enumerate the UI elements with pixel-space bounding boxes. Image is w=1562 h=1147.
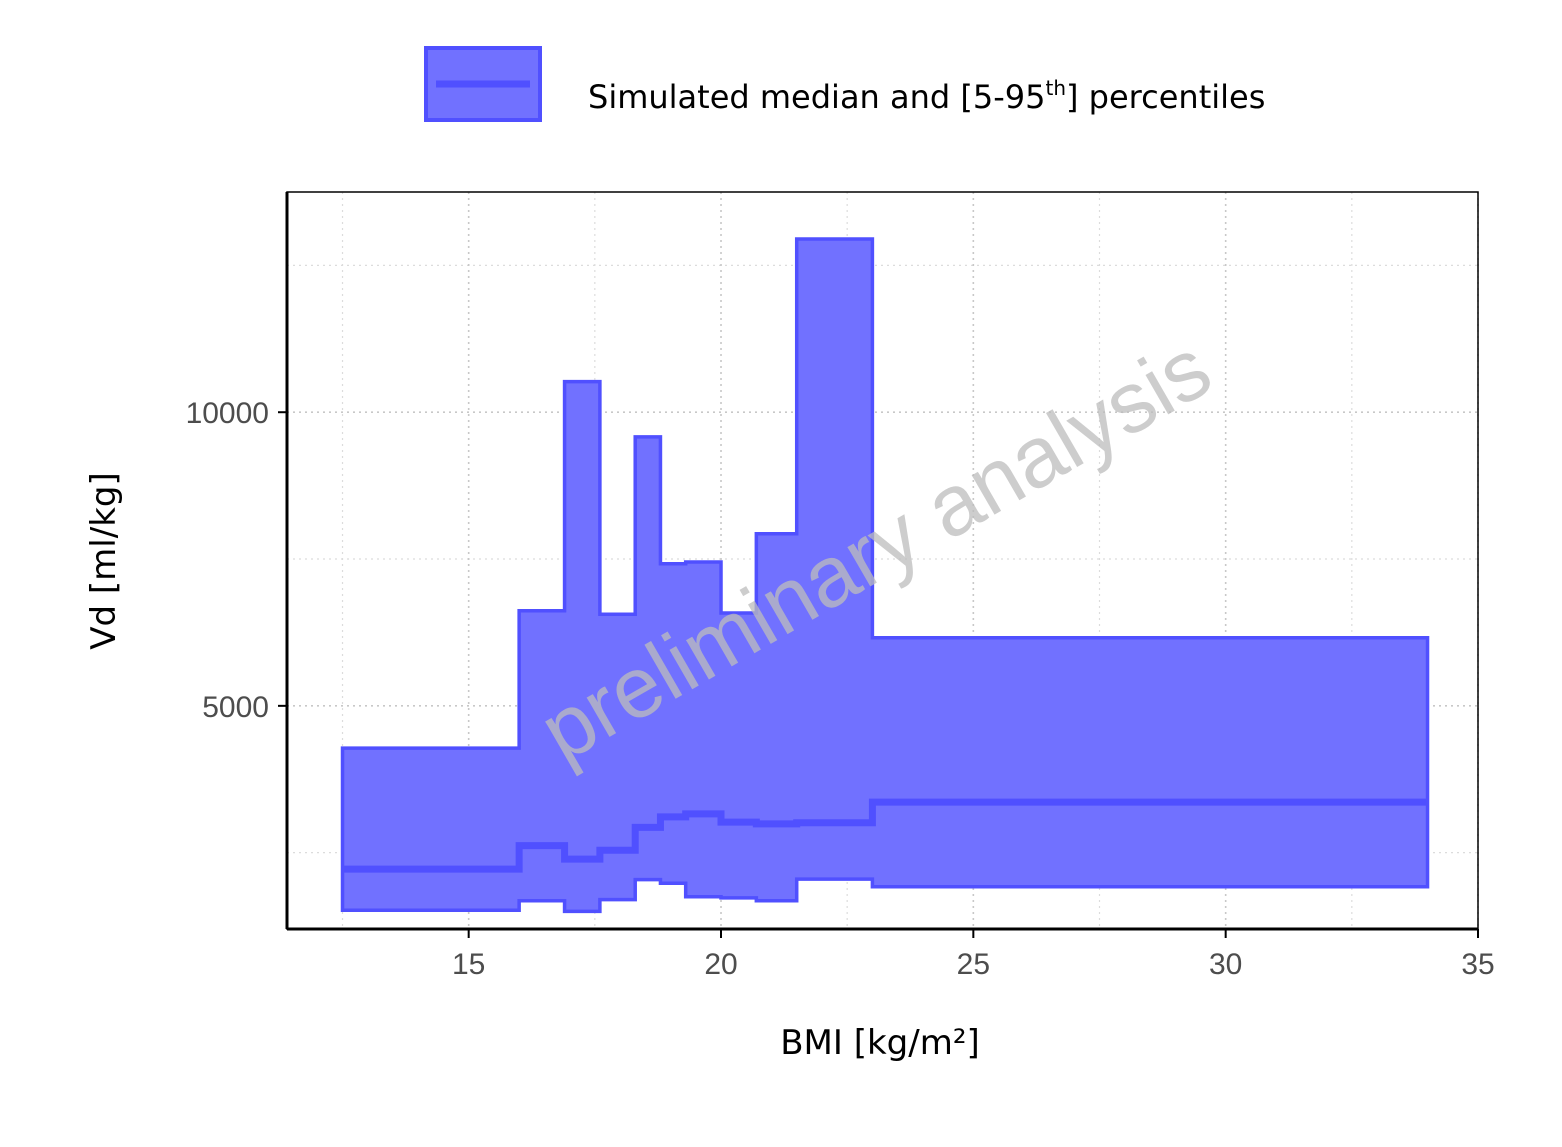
y-tick-label: 10000: [186, 397, 269, 430]
legend-label-end: ] percentiles: [1066, 78, 1265, 116]
data-layer: [340, 237, 1430, 914]
x-axis-title: BMI [kg/m²]: [780, 1023, 980, 1063]
y-tick-label: 5000: [202, 691, 269, 724]
plot-panel: preliminary analysis 15 20 25 30 35 50001000…: [186, 191, 1495, 981]
x-tick-label: 15: [452, 948, 485, 981]
legend-label-superscript: th: [1045, 76, 1066, 100]
x-tick-label: 30: [1209, 948, 1242, 981]
legend-label: Simulated median and [5-95th] percentile…: [588, 76, 1265, 116]
legend-label-main: Simulated median and [5-95: [588, 78, 1045, 116]
percentile-band: [340, 237, 1430, 914]
y-axis-title: Vd [ml/kg]: [84, 472, 124, 649]
x-tick-label: 25: [957, 948, 990, 981]
y-axis-ticks: 5000 10000: [186, 397, 287, 724]
legend: Simulated median and [5-95th] percentile…: [424, 46, 1265, 122]
x-axis-ticks: 15 20 25 30 35: [452, 929, 1495, 981]
median-line: [342, 798, 1428, 873]
x-tick-label: 20: [704, 948, 737, 981]
x-tick-label: 35: [1461, 948, 1494, 981]
